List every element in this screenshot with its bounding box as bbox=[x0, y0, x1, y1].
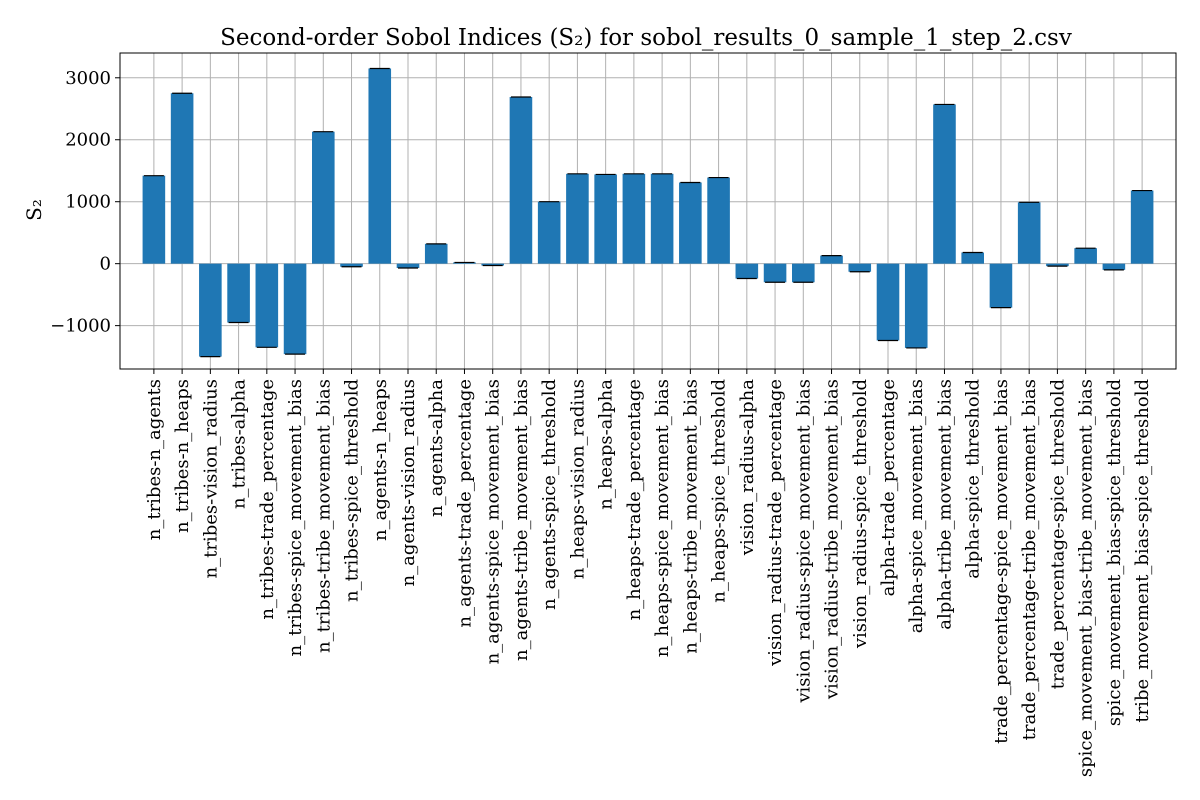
x-tick-label: n_tribes-vision_radius bbox=[200, 379, 221, 578]
x-tick-label: vision_radius-trade_percentage bbox=[765, 379, 786, 667]
x-tick-label: alpha-spice_movement_bias bbox=[906, 379, 927, 633]
x-tick-label: alpha-tribe_movement_bias bbox=[934, 379, 955, 630]
bar bbox=[1102, 263, 1126, 270]
bar bbox=[679, 182, 702, 264]
x-tick-label: n_agents-n_heaps bbox=[370, 379, 391, 541]
error-bars-layer bbox=[143, 67, 1153, 358]
bar bbox=[989, 263, 1013, 308]
x-tick-label: spice_movement_bias-spice_threshold bbox=[1104, 379, 1125, 726]
x-tick-label: n_heaps-vision_radius bbox=[567, 379, 588, 579]
axes-frame bbox=[119, 52, 1177, 370]
x-tick-label: n_tribes-trade_percentage bbox=[257, 379, 278, 620]
bar bbox=[961, 252, 984, 264]
bar bbox=[509, 96, 533, 264]
grid-layer bbox=[120, 53, 1176, 369]
y-axis-label: S₂ bbox=[22, 199, 46, 221]
bar bbox=[255, 263, 279, 348]
x-tick-label: n_heaps-trade_percentage bbox=[624, 379, 645, 620]
x-tick-label: n_agents-tribe_movement_bias bbox=[511, 379, 532, 661]
bars-layer bbox=[142, 68, 1154, 357]
x-tick-label: n_heaps-spice_movement_bias bbox=[652, 379, 673, 657]
y-tick-label: 1000 bbox=[65, 192, 111, 213]
bar bbox=[424, 243, 448, 264]
y-tick-label: 2000 bbox=[65, 130, 111, 151]
bar bbox=[848, 263, 872, 272]
bar bbox=[283, 263, 307, 355]
bar bbox=[650, 173, 674, 264]
bar bbox=[594, 174, 617, 264]
bar bbox=[904, 263, 928, 348]
bar bbox=[340, 263, 363, 267]
bar bbox=[368, 68, 392, 264]
bar bbox=[933, 104, 956, 264]
x-tick-label: n_agents-trade_percentage bbox=[454, 379, 475, 628]
x-tick-label: n_heaps-alpha bbox=[596, 379, 617, 510]
x-tick-label: n_agents-spice_threshold bbox=[539, 379, 560, 610]
bar bbox=[735, 263, 759, 279]
x-tick-label: n_tribes-tribe_movement_bias bbox=[313, 379, 334, 653]
x-tick-label: vision_radius-tribe_movement_bias bbox=[822, 379, 843, 700]
x-tick-label: n_agents-alpha bbox=[426, 379, 447, 517]
bar bbox=[1074, 248, 1097, 264]
x-tick-label: tribe_movement_bias-spice_threshold bbox=[1132, 379, 1153, 723]
bar bbox=[312, 131, 335, 264]
x-tick-label: trade_percentage-spice_movement_bias bbox=[991, 379, 1012, 744]
y-axis-ticks: −1000 0 1000 2000 3000 bbox=[50, 68, 120, 337]
x-tick-label: n_tribes-alpha bbox=[229, 379, 250, 509]
y-tick-label: 0 bbox=[100, 254, 111, 275]
bar bbox=[566, 173, 589, 264]
x-tick-label: n_agents-spice_movement_bias bbox=[483, 379, 504, 664]
x-tick-label: n_agents-vision_radius bbox=[398, 379, 419, 586]
y-tick-label: 3000 bbox=[65, 68, 111, 89]
bar bbox=[170, 93, 194, 264]
bar bbox=[1017, 202, 1041, 264]
chart-title: Second-order Sobol Indices (S₂) for sobo… bbox=[220, 25, 1072, 51]
bar bbox=[1046, 263, 1069, 267]
bar bbox=[227, 263, 250, 323]
x-tick-label: spice_movement_bias-tribe_movement_bias bbox=[1076, 379, 1097, 777]
bar bbox=[142, 175, 166, 264]
x-tick-label: n_heaps-tribe_movement_bias bbox=[680, 379, 701, 654]
bar bbox=[396, 263, 420, 269]
x-tick-label: n_tribes-n_agents bbox=[144, 379, 165, 540]
bar bbox=[792, 263, 815, 283]
bar bbox=[1130, 190, 1154, 264]
x-tick-label: vision_radius-spice_movement_bias bbox=[793, 379, 814, 704]
y-tick-label: −1000 bbox=[50, 316, 111, 337]
x-tick-label: n_heaps-spice_threshold bbox=[709, 379, 730, 603]
x-tick-label: n_tribes-spice_movement_bias bbox=[285, 379, 306, 656]
bar bbox=[537, 201, 561, 264]
x-tick-label: vision_radius-alpha bbox=[737, 379, 758, 556]
bar bbox=[199, 263, 222, 357]
x-tick-label: vision_radius-spice_threshold bbox=[850, 379, 871, 649]
x-axis-ticks: n_tribes-n_agents n_tribes-n_heaps n_tribe… bbox=[144, 369, 1153, 777]
bar bbox=[453, 262, 476, 264]
x-tick-label: n_tribes-spice_threshold bbox=[342, 379, 363, 602]
bar bbox=[481, 263, 504, 266]
x-tick-label: trade_percentage-tribe_movement_bias bbox=[1019, 379, 1040, 740]
bar bbox=[820, 255, 843, 264]
bar bbox=[763, 263, 787, 283]
bar bbox=[707, 177, 730, 264]
x-tick-label: trade_percentage-spice_threshold bbox=[1047, 379, 1068, 689]
bar bbox=[622, 173, 646, 264]
x-tick-label: alpha-trade_percentage bbox=[878, 379, 899, 596]
x-tick-label: n_tribes-n_heaps bbox=[172, 379, 193, 533]
bar bbox=[876, 263, 900, 341]
x-tick-label: alpha-spice_threshold bbox=[963, 379, 984, 579]
